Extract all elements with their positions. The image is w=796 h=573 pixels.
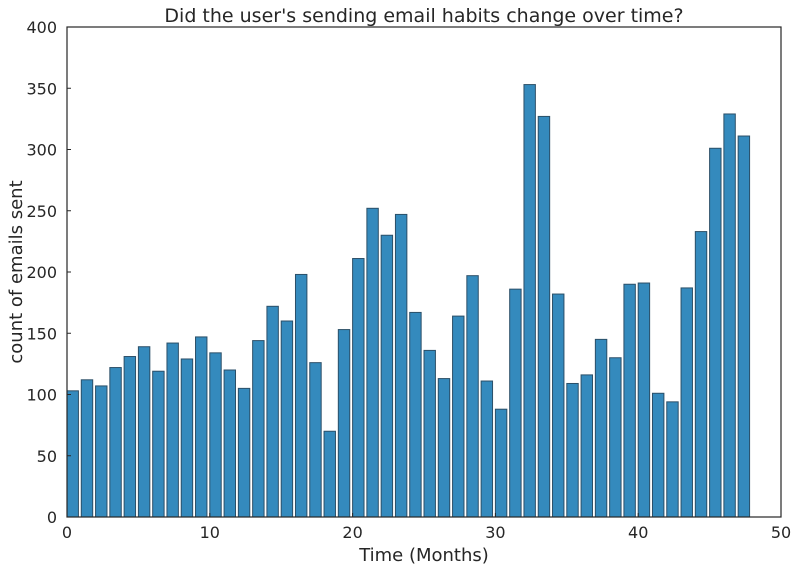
bar — [423, 349, 436, 518]
bar — [366, 207, 379, 518]
bar — [252, 340, 265, 518]
bar — [637, 282, 651, 518]
bar — [95, 385, 108, 518]
bar — [452, 315, 465, 518]
bar — [280, 320, 294, 518]
x-tick-label: 20 — [342, 523, 362, 542]
bar — [466, 275, 479, 518]
y-tick-label: 300 — [26, 141, 57, 160]
bar — [137, 346, 151, 518]
bar — [294, 273, 308, 518]
bars-group — [66, 84, 751, 518]
bar — [623, 283, 636, 518]
bar — [123, 356, 137, 518]
bar — [237, 387, 251, 518]
bar — [609, 357, 622, 518]
bar — [166, 342, 179, 518]
y-tick-label: 400 — [26, 18, 57, 37]
x-axis: 0 10 20 30 40 50 — [62, 513, 791, 542]
bar — [594, 338, 608, 518]
chart-title: Did the user's sending email habits chan… — [164, 5, 683, 27]
bar — [266, 305, 279, 518]
x-tick-label: 40 — [628, 523, 648, 542]
x-tick-label: 10 — [200, 523, 220, 542]
bar — [694, 231, 708, 518]
y-tick-label: 50 — [37, 447, 57, 466]
bar — [566, 382, 579, 518]
bar — [195, 336, 208, 518]
bar — [680, 287, 693, 518]
bar — [580, 374, 594, 518]
x-tick-label: 0 — [62, 523, 72, 542]
bar — [552, 293, 565, 518]
y-tick-label: 0 — [47, 508, 57, 527]
x-axis-label: Time (Months) — [358, 545, 489, 566]
bar — [494, 408, 508, 518]
y-tick-label: 200 — [26, 263, 57, 282]
y-tick-label: 100 — [26, 386, 57, 405]
bar — [480, 380, 494, 518]
bar — [109, 367, 122, 518]
y-tick-label: 350 — [26, 79, 57, 98]
bar — [394, 213, 408, 518]
bar — [723, 113, 736, 518]
plot-frame — [66, 26, 782, 518]
x-tick-label: 30 — [485, 523, 505, 542]
bar — [80, 379, 94, 518]
y-axis: 0 50 100 150 200 250 300 350 400 — [26, 18, 71, 527]
bar — [337, 329, 351, 518]
bar — [209, 352, 222, 518]
bar — [223, 369, 237, 518]
bar — [323, 430, 336, 518]
bar — [437, 378, 451, 518]
bar — [352, 258, 365, 518]
bar — [523, 84, 536, 518]
x-tick-label: 50 — [771, 523, 791, 542]
y-axis-label: count of emails sent — [6, 180, 27, 363]
bar — [66, 390, 79, 518]
bar — [537, 115, 551, 518]
bar — [309, 362, 322, 518]
bar — [651, 392, 665, 518]
bar — [666, 401, 679, 518]
y-tick-label: 250 — [26, 202, 57, 221]
bar — [737, 135, 751, 518]
y-tick-label: 150 — [26, 324, 57, 343]
bar — [152, 370, 165, 518]
bar — [409, 311, 422, 518]
bar — [709, 147, 722, 518]
bar — [180, 358, 194, 518]
bar — [509, 288, 522, 518]
bar — [380, 234, 394, 518]
